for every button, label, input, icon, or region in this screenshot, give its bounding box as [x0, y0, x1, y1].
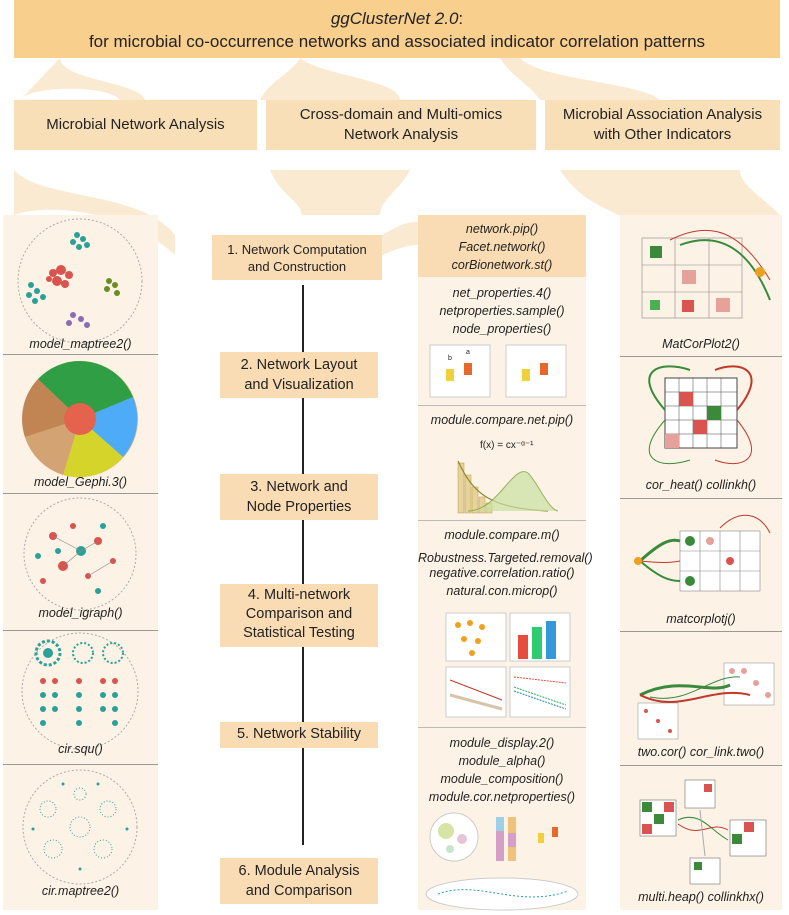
section-label-l1: Cross-domain and Multi-omics: [299, 106, 503, 123]
function-name: module_display.2(): [449, 736, 555, 750]
title-colon: :: [458, 9, 464, 28]
divider: [620, 631, 782, 632]
right-column: MatCorPlot2() cor_heat() collinkh() matc…: [620, 215, 782, 910]
tool-name: ggClusterNet 2.0: [330, 9, 459, 28]
power-law-formula: f(x) = cx⁻ᵅ⁻¹: [480, 440, 534, 451]
igraph-network-plot: [23, 497, 137, 611]
step-label-l2: and Construction: [247, 259, 347, 274]
panel-caption: model_maptree2(): [29, 337, 132, 351]
step-label-l2: Comparison and: [245, 606, 353, 622]
step-module-analysis: 6. Module Analysis and Comparison: [220, 858, 378, 904]
divider: [418, 727, 586, 728]
function-name: negative.correlation.ratio(): [429, 566, 575, 580]
mini-label-b: b: [448, 355, 452, 362]
panel-caption: model_Gephi.3(): [33, 475, 128, 489]
function-name: netproperties.sample(): [439, 304, 565, 318]
cir-maptree-network-plot: [22, 769, 138, 885]
function-name: Robustness.Targeted.removal(): [418, 551, 593, 565]
boxplot-thumbnail: [429, 344, 567, 398]
divider: [418, 405, 586, 406]
divider: [3, 630, 158, 631]
step-label-l1: 5. Network Stability: [236, 726, 362, 742]
step-label-l2: and Comparison: [245, 883, 353, 899]
function-name: Facet.network(): [458, 240, 546, 254]
divider: [620, 765, 782, 766]
cir-squ-network-plot: [21, 632, 139, 750]
function-name: node_properties(): [452, 322, 552, 336]
step-network-stability: 5. Network Stability: [220, 722, 378, 748]
section-association: Microbial Association Analysis with Othe…: [545, 100, 780, 150]
matcorplot2-heatmap: [641, 229, 771, 319]
maptree-network-plot: [17, 218, 143, 344]
function-name: network.pip(): [465, 222, 539, 236]
function-name: module.compare.net.pip(): [430, 413, 574, 427]
step-network-layout: 2. Network Layout and Visualization: [220, 352, 378, 398]
panel-caption: model_igraph(): [38, 606, 123, 620]
step-label-l2: Node Properties: [246, 499, 352, 515]
step-label-l1: 2. Network Layout: [240, 357, 358, 373]
function-name: module.cor.netproperties(): [428, 790, 576, 804]
timeline-axis: [302, 285, 304, 845]
step-multi-network-comparison: 4. Multi-network Comparison and Statisti…: [220, 584, 378, 647]
function-group-1: network.pip() Facet.network() corBionetw…: [418, 215, 586, 277]
divider: [3, 354, 158, 355]
step-network-properties: 3. Network and Node Properties: [220, 474, 378, 520]
function-name: net_properties.4(): [452, 286, 552, 300]
panel-caption: matcorplotj(): [666, 612, 736, 626]
section-label-l1: Microbial Association Analysis: [562, 106, 763, 123]
step-label-l3: Statistical Testing: [243, 625, 355, 641]
step-label-l1: 3. Network and: [250, 479, 348, 495]
left-column: model_maptree2() model_Gephi.3() model_i…: [3, 215, 158, 910]
comparison-thumbnails: [445, 612, 571, 718]
panel-caption: cir.squ(): [58, 742, 103, 756]
multi-heap-plot: [639, 779, 767, 885]
degree-distribution-plot: [457, 460, 559, 514]
section-label-l2: Network Analysis: [343, 126, 459, 143]
step-network-computation: 1. Network Computation and Construction: [212, 235, 382, 280]
cor-heat-plot: [648, 365, 753, 465]
divider: [3, 493, 158, 494]
panel-caption: cor_heat() collinkh(): [645, 478, 757, 492]
divider: [620, 356, 782, 357]
step-label-l1: 4. Multi-network: [247, 587, 351, 603]
section-microbial-network: Microbial Network Analysis: [14, 100, 257, 150]
function-name: corBionetwork.st(): [451, 258, 553, 272]
two-cor-plot: [637, 662, 775, 740]
divider: [620, 498, 782, 499]
title-line1: ggClusterNet 2.0:: [14, 9, 780, 29]
matcorplotj-plot: [634, 514, 771, 592]
panel-caption: two.cor() cor_link.two(): [637, 745, 765, 759]
title-subtitle: for microbial co-occurrence networks and…: [88, 32, 706, 51]
function-name: module_composition(): [440, 772, 564, 786]
function-name: natural.con.microp(): [446, 584, 558, 598]
functions-column: network.pip() Facet.network() corBionetw…: [418, 215, 593, 911]
panel-caption: MatCorPlot2(): [662, 337, 740, 351]
step-label-l1: 6. Module Analysis: [238, 863, 360, 879]
gephi-network-plot: [22, 361, 138, 478]
panel-caption: cir.maptree2(): [41, 884, 120, 898]
mini-label-a: a: [466, 349, 470, 356]
divider: [418, 520, 586, 521]
function-name: module.compare.m(): [444, 528, 560, 542]
section-label: Microbial Network Analysis: [46, 116, 225, 133]
step-label-l1: 1. Network Computation: [227, 242, 367, 257]
section-cross-domain: Cross-domain and Multi-omics Network Ana…: [266, 100, 536, 150]
step-label-l2: and Visualization: [244, 377, 354, 393]
title-banner: ggClusterNet 2.0: for microbial co-occur…: [14, 0, 780, 58]
module-thumbnails: [425, 812, 579, 911]
section-label-l2: with Other Indicators: [593, 126, 732, 143]
function-name: module_alpha(): [458, 754, 546, 768]
panel-caption: multi.heap() collinkhx(): [638, 890, 764, 904]
divider: [3, 764, 158, 765]
